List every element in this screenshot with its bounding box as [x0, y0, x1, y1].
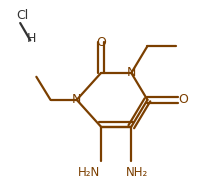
Text: NH₂: NH₂ — [126, 166, 148, 179]
Text: N: N — [127, 66, 136, 79]
Text: H: H — [26, 32, 36, 45]
Text: N: N — [72, 93, 81, 106]
Text: H₂N: H₂N — [78, 166, 100, 179]
Text: O: O — [96, 36, 106, 49]
Text: Cl: Cl — [16, 9, 28, 22]
Text: O: O — [178, 93, 188, 106]
